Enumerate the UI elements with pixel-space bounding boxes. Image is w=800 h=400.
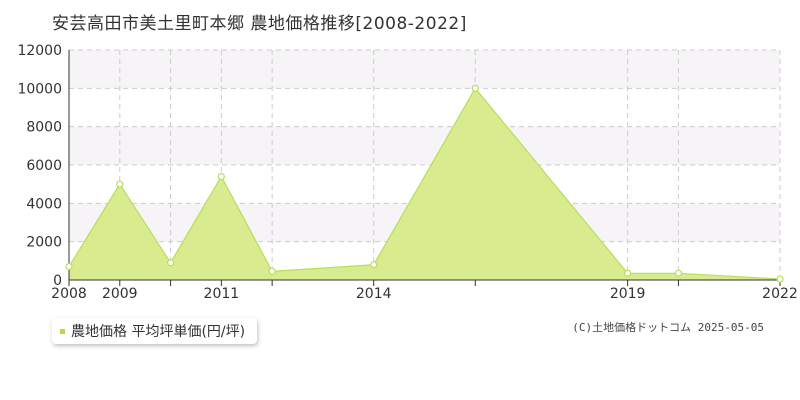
- x-tick-label: 2022: [762, 286, 798, 302]
- grid-band: [69, 50, 780, 89]
- x-tick-label: 2014: [356, 286, 392, 302]
- data-point: [370, 261, 378, 269]
- data-point: [471, 84, 479, 92]
- y-tick-label: 4000: [26, 196, 62, 212]
- series-line: [68, 87, 781, 280]
- series-area: [69, 88, 780, 280]
- legend: 農地価格 平均坪単価(円/坪): [52, 318, 258, 344]
- chart-title: 安芸高田市美土里町本郷 農地価格推移[2008-2022]: [52, 14, 467, 34]
- x-tick-label: 2011: [204, 286, 240, 302]
- y-tick-label: 8000: [26, 120, 62, 136]
- y-tick-label: 6000: [26, 158, 62, 174]
- y-tick-label: 2000: [26, 235, 62, 251]
- x-tick-label: 2019: [610, 286, 646, 302]
- copyright-text: (C)土地価格ドットコム 2025-05-05: [572, 321, 764, 334]
- y-tick-label: 10000: [17, 81, 62, 97]
- y-tick-label: 0: [53, 273, 62, 289]
- x-tick-label: 2008: [51, 286, 87, 302]
- data-point: [166, 259, 175, 267]
- x-tick-label: 2009: [102, 286, 138, 302]
- data-point: [116, 180, 124, 188]
- data-point: [268, 267, 276, 275]
- data-point: [776, 275, 784, 283]
- legend-swatch: [60, 328, 65, 334]
- data-point: [65, 262, 73, 271]
- data-point: [624, 269, 632, 277]
- y-tick-label: 12000: [17, 43, 62, 59]
- data-point: [217, 172, 225, 181]
- legend-label: 農地価格 平均坪単価(円/坪): [71, 324, 246, 340]
- grid-band: [69, 126, 780, 165]
- data-point: [674, 269, 683, 277]
